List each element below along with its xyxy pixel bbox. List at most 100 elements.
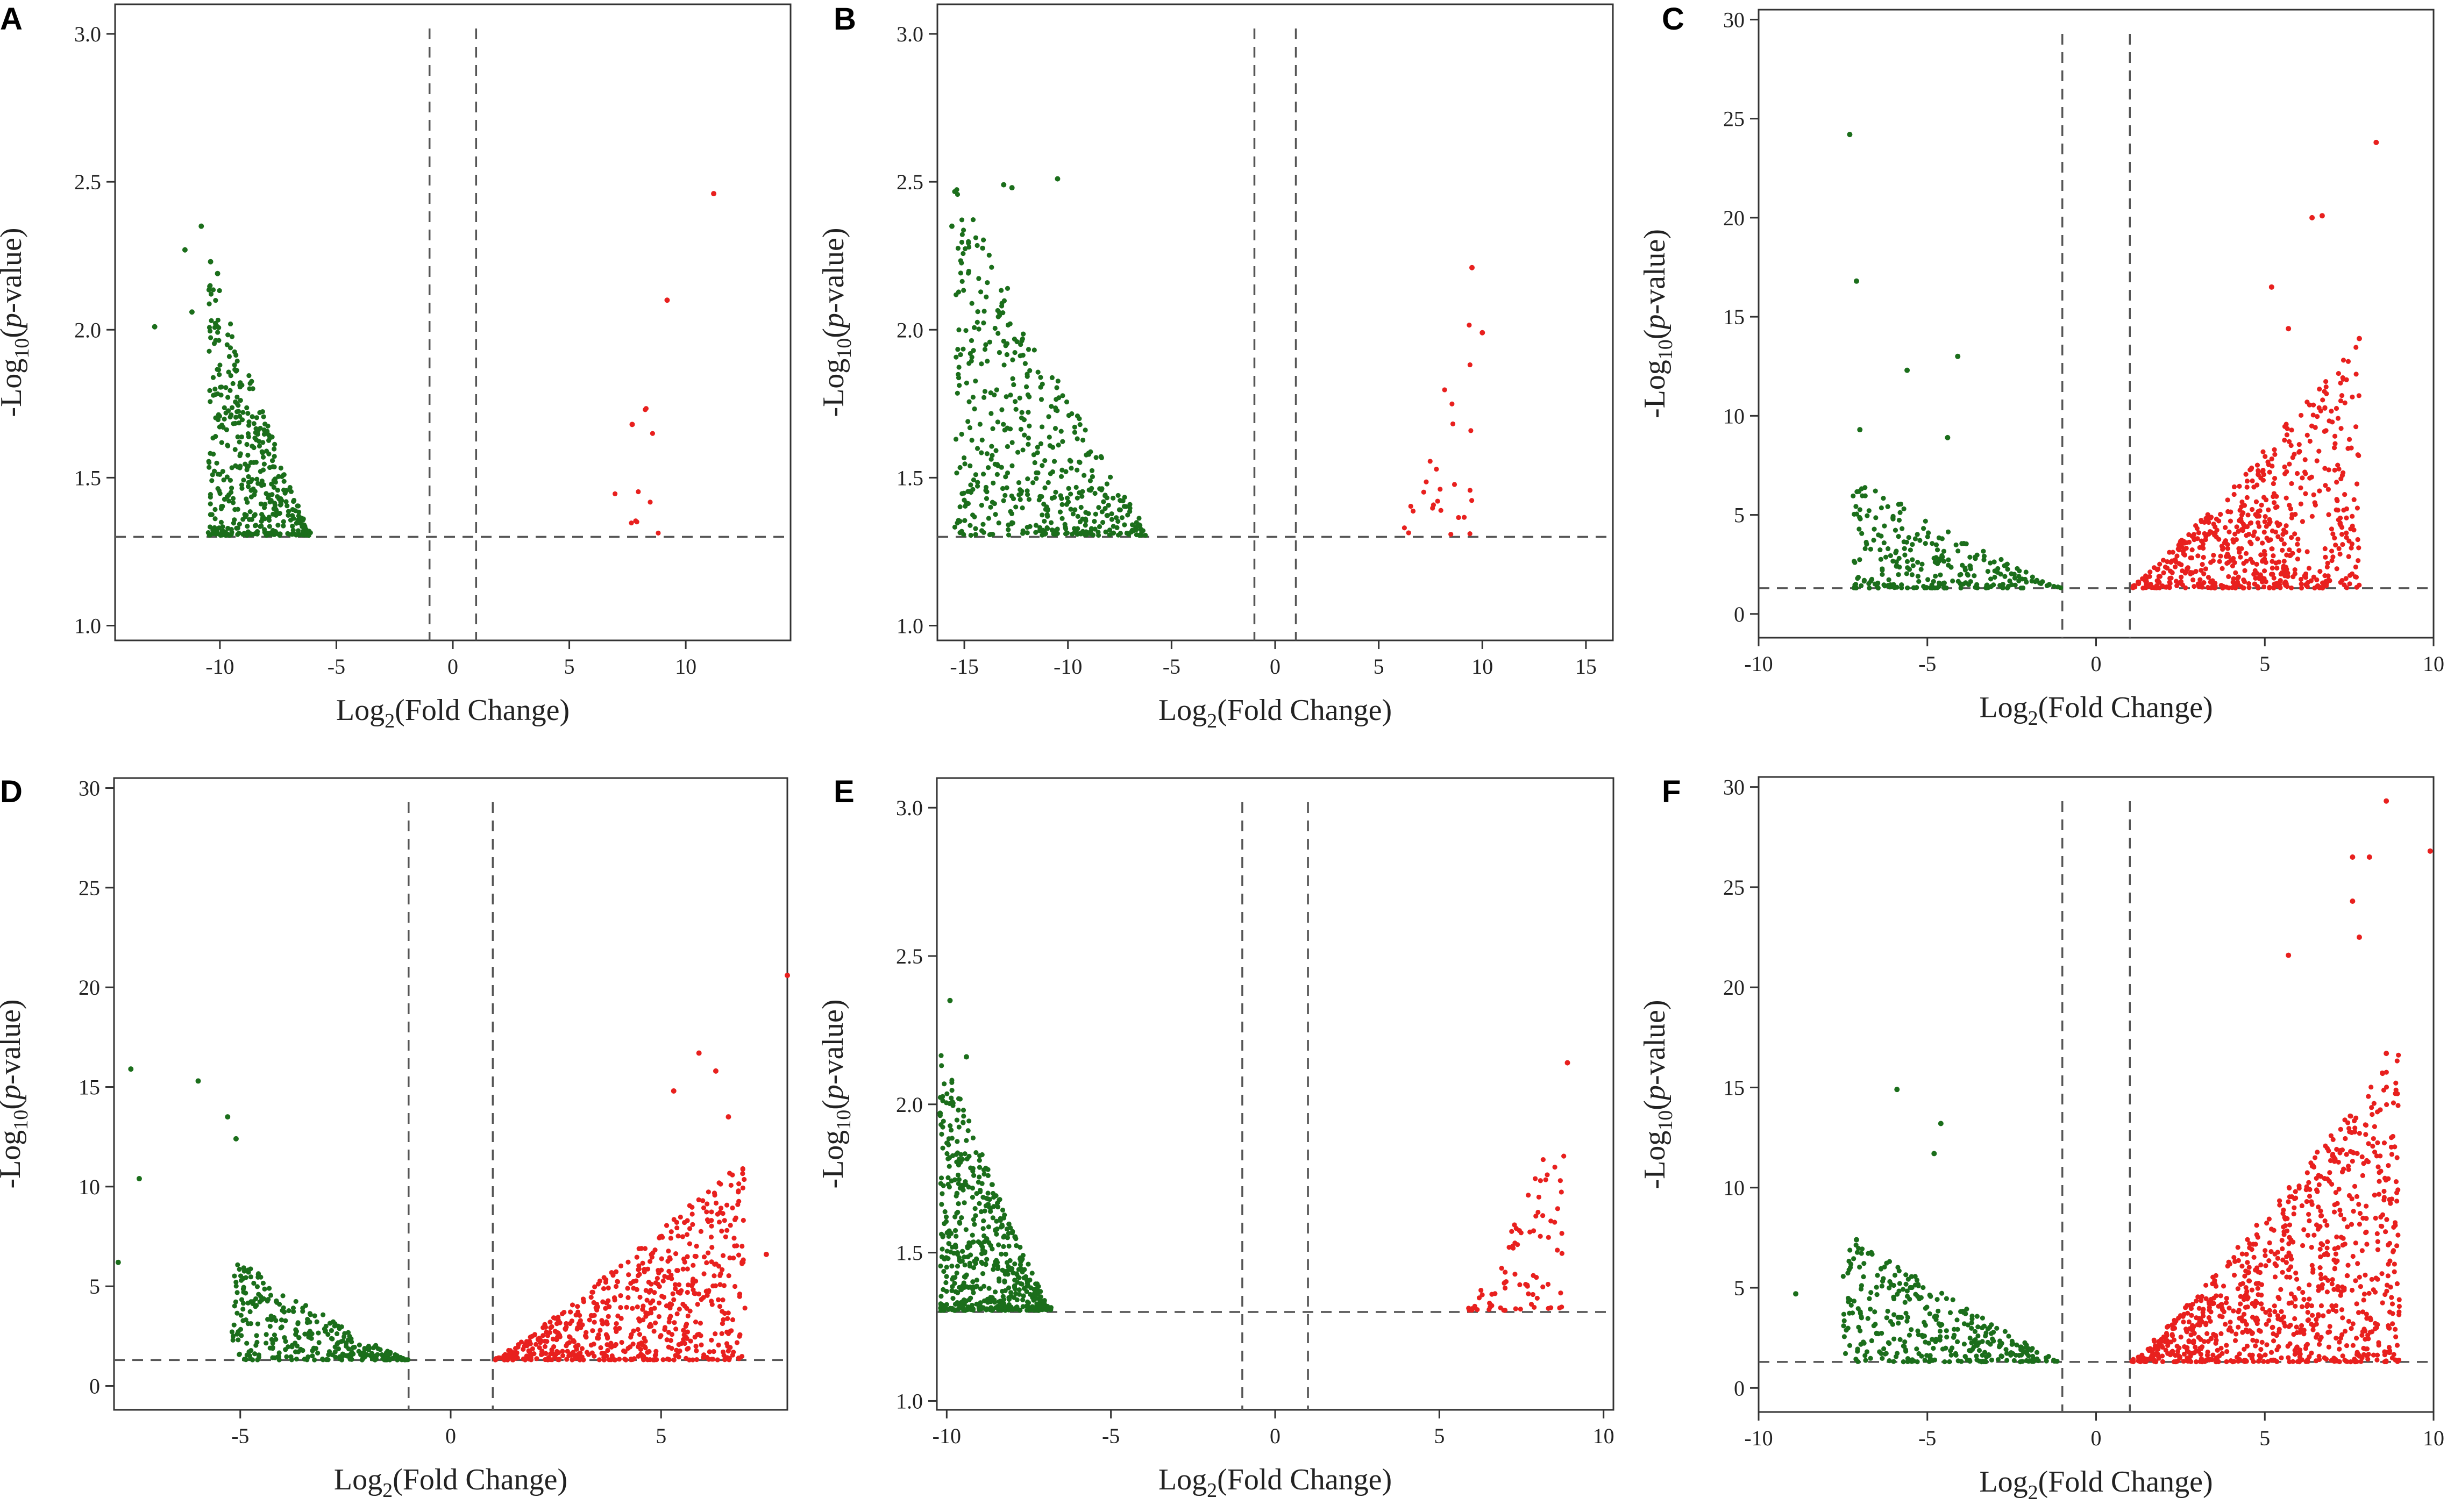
panel-e-up-point [1558,1290,1563,1296]
panel-f-up-point [2297,1330,2303,1335]
panel-a-down-point [210,527,216,533]
panel-d-down-point [294,1356,299,1362]
panel-c-up-point [2168,560,2174,565]
panel-c-up-point [2306,566,2312,571]
panel-a-down-point [152,324,158,330]
panel-b-down-point [973,532,978,537]
panel-c-up-point [2235,579,2240,585]
panel-b-down-point [1023,384,1029,389]
panel-e-down-point [974,1301,979,1307]
panel-c-up-point [2332,441,2338,446]
panel-d-down-point [240,1307,246,1312]
panel-f-down-point [1980,1325,1985,1330]
panel-e-down-point [943,1219,949,1224]
panel-f-up-point [2364,1242,2370,1247]
panel-c-up-point [2266,538,2272,544]
panel-d-up-point [682,1303,688,1309]
panel-c-up-point [2203,533,2209,539]
panel-d-up-point [673,1251,679,1257]
panel-b-down-point [955,347,961,352]
panel-f-up-point [2381,1197,2387,1203]
panel-b-down-point [993,448,999,453]
panel-f-down-point [1954,1317,1960,1323]
panel-f-down-point [1841,1323,1846,1329]
panel-b-down-point [1026,410,1031,415]
panel-f-up-point [2342,1242,2348,1247]
panel-c-up-point [2373,139,2379,145]
panel-d-down-point [310,1353,315,1359]
panel-f-up-point [2384,1051,2389,1057]
panel-d-down-point [243,1275,248,1280]
panel-f-down-point [1937,1337,1943,1343]
panel-f-up-point [2361,1161,2366,1166]
panel-c-down-point [1921,526,1926,531]
panel-c-up-point [2312,585,2317,591]
panel-a-down-point [295,528,301,533]
panel-b-down-point [971,477,977,483]
panel-c-up-point [2339,532,2345,537]
panel-d-up-point [646,1349,652,1354]
panel-b-down-point [1072,424,1077,430]
panel-c-up-point [2167,550,2172,555]
panel-f-up-point [2364,1203,2369,1209]
panel-e-down-point [940,1234,945,1239]
panel-c-down-point [2018,585,2024,591]
panel-c-up-point [2270,463,2275,469]
panel-c-down-point [1859,531,1865,536]
panel-d-up-point [606,1314,611,1319]
panel-f-up-point [2217,1314,2223,1319]
panel-a-down-point [232,362,237,368]
panel-a-down-point [272,502,278,508]
panel-f-up-point [2209,1296,2214,1302]
panel-a-down-point [233,368,239,374]
panel-d-down-point [284,1354,289,1359]
panel-f-up-point [2183,1305,2188,1310]
panel-e-down-point [999,1222,1005,1228]
panel-b-down-point [1089,526,1094,531]
panel-d-up-point [636,1246,642,1251]
panel-f-up-point [2205,1349,2210,1355]
panel-d-down-point [234,1290,240,1295]
panel-f-up-point [2181,1319,2186,1325]
panel-a-down-point [281,523,286,529]
panel-f-up-point [2172,1325,2178,1331]
panel-f-y-tick-label: 15 [1723,1075,1745,1100]
panel-d-down-point [282,1335,287,1340]
panel-e-down-point [963,1179,968,1185]
panel-d-down-point [280,1293,286,1299]
panel-d-up-point [634,1287,639,1292]
panel-b-down-point [1005,286,1011,291]
panel-d-up-point [720,1297,725,1303]
panel-f-down-point [1912,1282,1918,1288]
panel-e-down-point [1010,1229,1015,1234]
panel-c-down-point [1992,568,1997,574]
panel-f-up-point [2350,1253,2356,1259]
panel-b-down-point [1107,527,1113,533]
panel-b-up-point [1479,330,1485,336]
panel-a-down-point [260,450,265,455]
panel-d-down-point [237,1352,242,1357]
panel-c-x-tick-label: 5 [2259,652,2270,676]
panel-f-up-point [2185,1348,2190,1353]
panel-a-down-point [234,525,239,531]
panel-b-down-point [981,309,987,314]
panel-c-up-point [2272,447,2277,452]
panel-f-down-point [2032,1357,2037,1363]
panel-f-up-point [2188,1359,2194,1365]
panel-b-down-point [1025,492,1030,497]
panel-d-up-point [625,1345,631,1351]
panel-c-down-point [1981,557,1987,562]
panel-c-up-point [2296,441,2302,447]
panel-f-up-point [2239,1264,2245,1269]
panel-b-down-point [1035,450,1040,455]
panel-c-up-point [2256,472,2261,477]
panel-d-up-point [693,1319,699,1325]
panel-b-down-point [984,496,990,501]
panel-f-up-point [2189,1313,2194,1318]
panel-a-down-point [215,531,220,536]
panel-c-down-point [1904,571,1909,576]
panel-f-up-point [2272,1309,2278,1315]
panel-b-down-point [958,352,963,358]
panel-a-down-point [255,481,261,486]
panel-f-up-point [2194,1315,2199,1321]
